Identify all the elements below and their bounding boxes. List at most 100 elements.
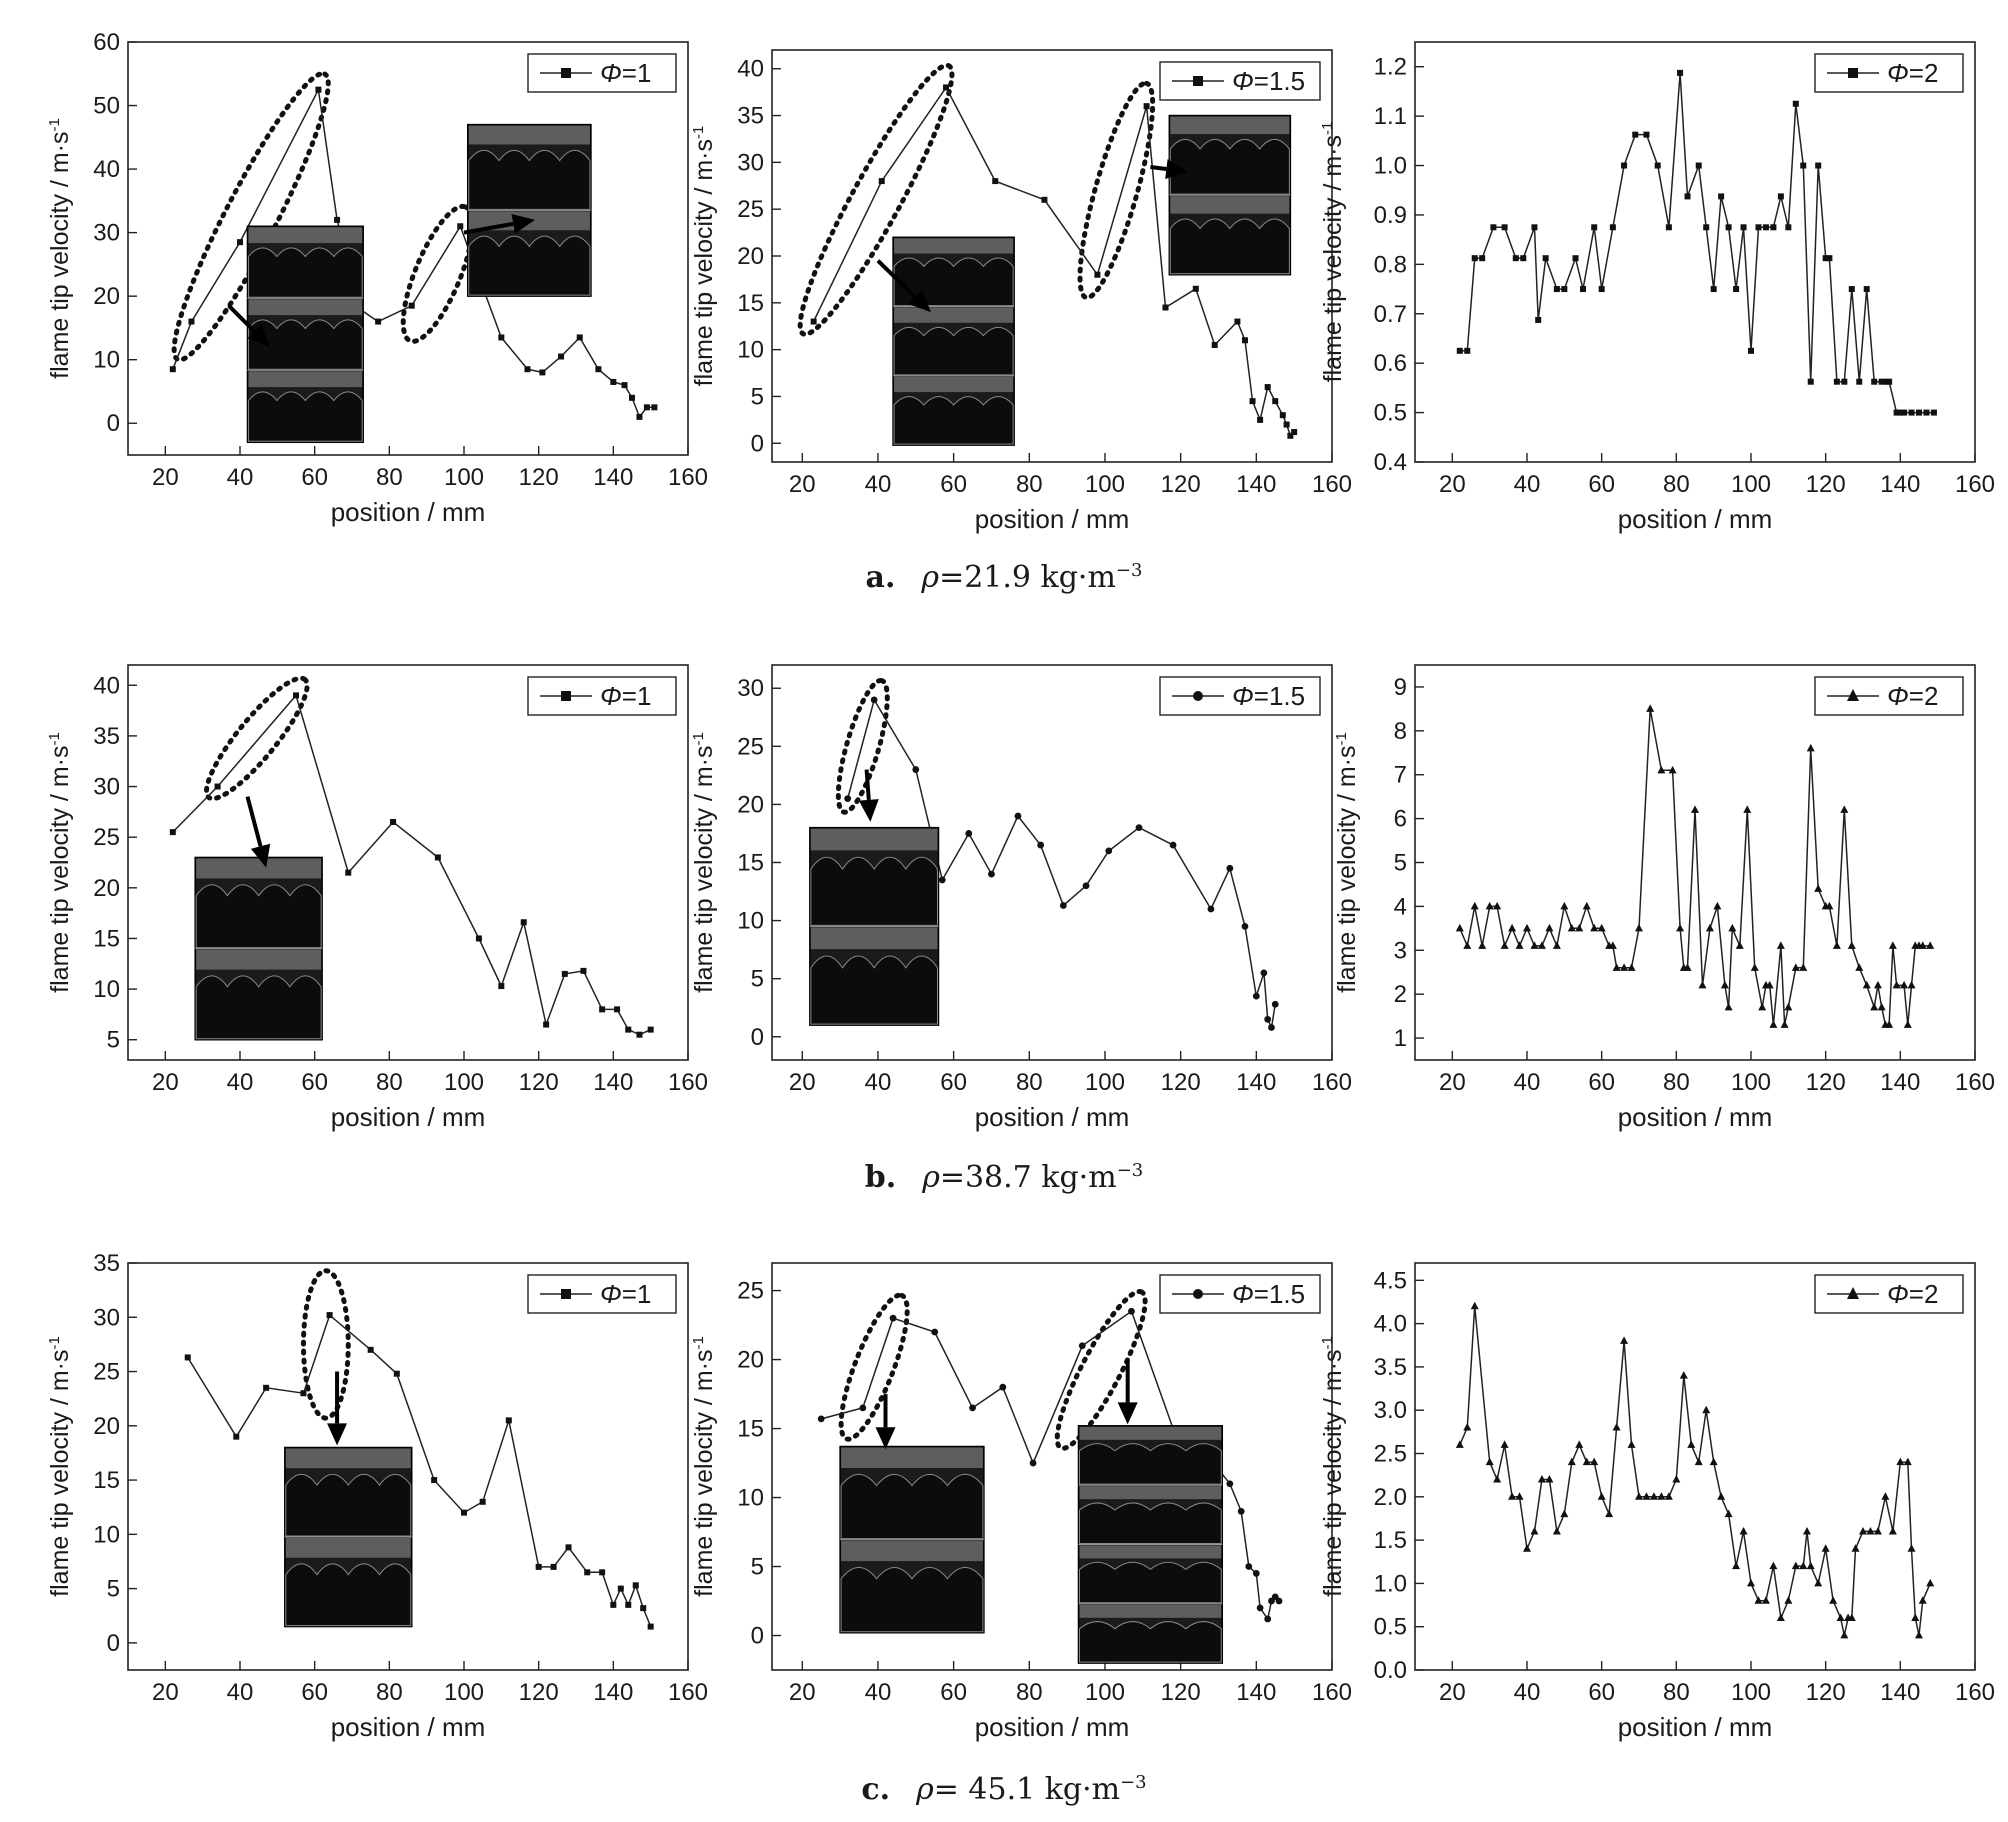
data-point <box>505 1417 512 1424</box>
arrow-shaft <box>876 259 917 299</box>
data-point <box>498 334 505 341</box>
caption-label: c. <box>861 1772 891 1807</box>
x-tick-label: 160 <box>1312 1679 1352 1706</box>
data-point <box>1765 980 1774 989</box>
y-tick-label: 0.5 <box>1374 1614 1407 1641</box>
data-point <box>1780 1020 1789 1028</box>
data-point <box>1791 963 1800 971</box>
data-point <box>1725 224 1732 231</box>
data-point <box>1847 941 1856 949</box>
series-line <box>1459 1306 1931 1636</box>
data-point <box>1207 905 1215 913</box>
data-point <box>647 1026 654 1033</box>
data-point <box>1257 416 1264 423</box>
x-tick-label: 160 <box>668 1679 708 1706</box>
data-point <box>1871 378 1878 385</box>
caption-rho-exponent: −3 <box>1115 560 1143 581</box>
y-tick-label: 0.7 <box>1374 301 1407 328</box>
legend-marker <box>1193 76 1203 86</box>
data-point <box>651 404 658 411</box>
data-point <box>457 223 464 230</box>
y-tick-label: 60 <box>93 29 120 56</box>
x-tick-label: 120 <box>519 464 559 491</box>
x-tick-label: 80 <box>1016 1069 1043 1096</box>
legend-label: Φ=1 <box>600 681 651 711</box>
inset-obstacle-profile <box>247 391 363 442</box>
data-point <box>1575 923 1584 932</box>
data-point <box>1249 398 1256 405</box>
x-tick-label: 20 <box>789 1679 816 1706</box>
data-point <box>498 983 505 990</box>
data-point <box>1732 1561 1741 1570</box>
caption-rho-value: =38.7 kg·m <box>939 1160 1117 1195</box>
data-point <box>1907 980 1916 989</box>
data-point <box>1748 347 1754 354</box>
data-point <box>1597 1492 1606 1500</box>
data-point <box>647 1623 654 1630</box>
data-point <box>1859 1526 1867 1535</box>
data-point <box>1059 902 1067 909</box>
data-point <box>1877 1002 1886 1011</box>
x-tick-label: 100 <box>444 1069 484 1096</box>
x-tick-label: 120 <box>1806 1069 1846 1096</box>
arrow-head <box>908 289 931 313</box>
y-tick-label: 10 <box>93 1521 120 1548</box>
data-point <box>1893 409 1900 416</box>
data-point <box>1691 805 1699 813</box>
inset-obstacle-profile <box>893 326 1014 376</box>
data-point <box>889 1314 897 1322</box>
inset-obstacle-profile <box>810 955 938 1025</box>
x-tick-label: 100 <box>1085 471 1125 498</box>
x-tick-label: 100 <box>1731 471 1771 498</box>
y-axis-label-exponent: -1 <box>690 732 707 745</box>
legend-box <box>527 676 677 716</box>
y-tick-label: 20 <box>93 1413 120 1440</box>
y-tick-label: 3 <box>1394 937 1407 964</box>
y-tick-label: 1.5 <box>1374 1527 1407 1554</box>
y-tick-label: 25 <box>737 733 764 760</box>
y-tick-label: 30 <box>737 675 764 702</box>
data-point <box>263 1384 270 1391</box>
data-point <box>988 870 995 878</box>
x-axis-label: position / mm <box>1618 1102 1773 1132</box>
y-axis-label: flame tip velocity / m·s-1 <box>690 126 718 387</box>
x-tick-label: 160 <box>668 464 708 491</box>
y-tick-label: 35 <box>93 723 120 750</box>
y-tick-label: 1.0 <box>1374 1570 1407 1597</box>
y-tick-label: 5 <box>107 1576 120 1603</box>
data-point <box>1665 224 1672 231</box>
data-point <box>969 1404 976 1412</box>
caption-a: a. ρ=21.9 kg·m−3 <box>0 560 2008 595</box>
data-point <box>1695 162 1702 169</box>
flame-photo-inset <box>246 225 364 444</box>
data-point <box>1560 901 1569 910</box>
plot-frame <box>1414 1262 1976 1671</box>
y-tick-label: 30 <box>737 149 764 176</box>
data-point <box>1649 1492 1658 1500</box>
x-tick-label: 40 <box>865 471 892 498</box>
data-point <box>1720 980 1729 989</box>
data-point <box>1826 255 1833 262</box>
flame-photo-inset <box>1168 114 1292 276</box>
data-point <box>1237 1507 1245 1515</box>
y-tick-label: 0 <box>751 1623 764 1650</box>
legend-phi: Φ <box>1232 1279 1254 1309</box>
chart-panel-b1: 20 40 60 80 100 120 140 160 5 10 15 20 25 30 35 40 posit… <box>46 664 708 1132</box>
data-point <box>393 1370 400 1377</box>
data-point <box>1279 412 1286 419</box>
data-point <box>1591 224 1598 231</box>
data-point <box>636 413 643 420</box>
x-tick-label: 20 <box>789 1069 816 1096</box>
data-point <box>636 1031 643 1038</box>
flame-photo-inset <box>839 1445 985 1634</box>
x-tick-label: 80 <box>1663 471 1690 498</box>
data-point <box>293 692 299 699</box>
x-tick-label: 40 <box>227 1069 254 1096</box>
data-point <box>1799 1561 1808 1570</box>
caption-rho-symbol: ρ <box>922 1160 940 1195</box>
legend-value: =2 <box>1909 681 1939 711</box>
data-point <box>1755 224 1762 231</box>
data-point <box>1523 1544 1531 1552</box>
x-tick-label: 20 <box>789 471 816 498</box>
legend-marker <box>1193 1289 1203 1299</box>
